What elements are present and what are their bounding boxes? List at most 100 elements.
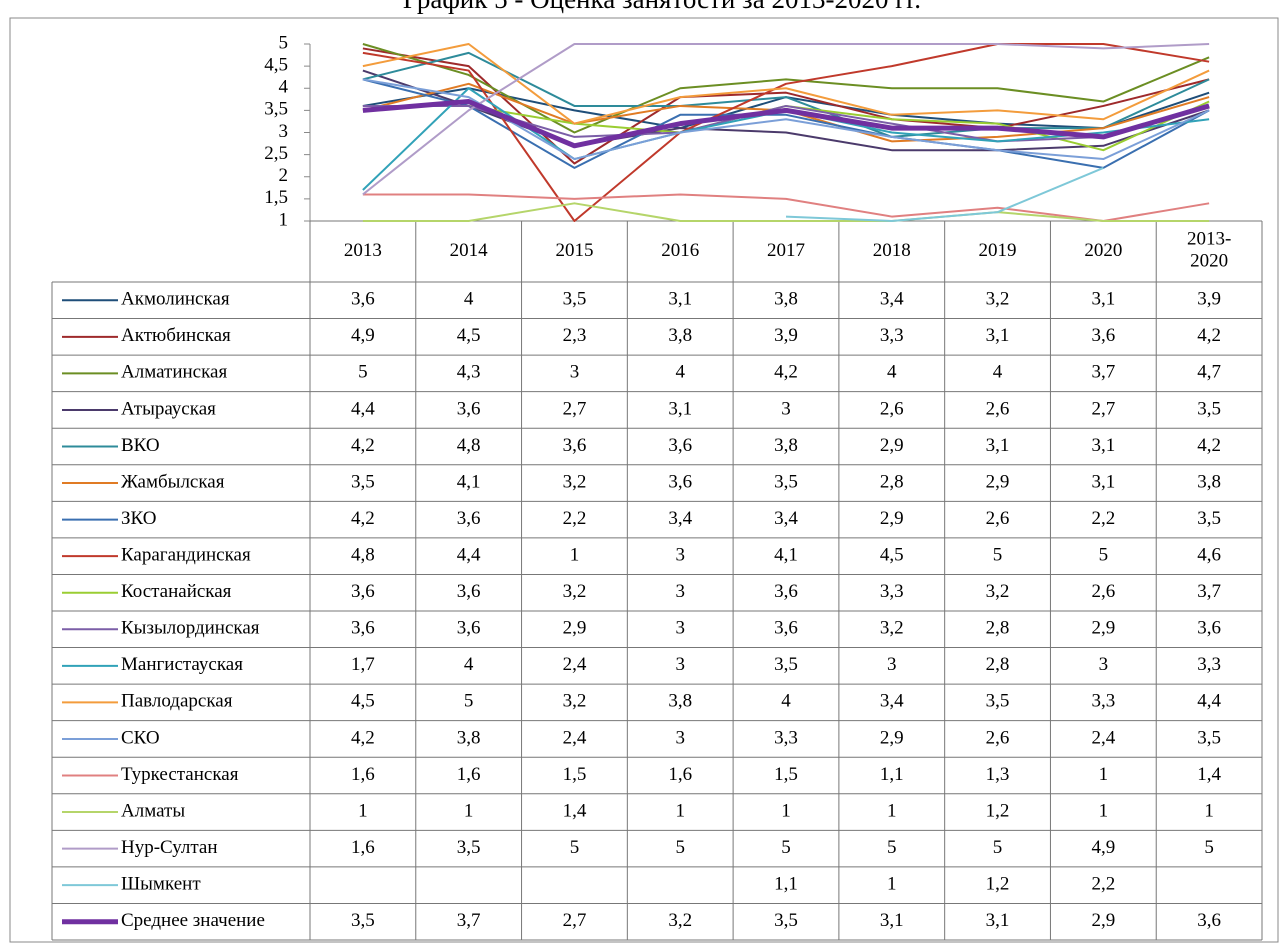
table-value: 3,5 xyxy=(351,471,375,492)
table-value: 1,2 xyxy=(986,800,1010,821)
table-value: 5 xyxy=(1099,545,1109,566)
table-value: 4,9 xyxy=(1091,837,1115,858)
table-value: 3,6 xyxy=(351,289,375,310)
table-value: 3,2 xyxy=(880,618,904,639)
y-tick-label: 1,5 xyxy=(264,187,288,208)
x-category: 2017 xyxy=(767,240,805,261)
legend-label: Шымкент xyxy=(121,874,201,895)
y-tick-label: 3 xyxy=(279,121,289,142)
table-value: 4,9 xyxy=(351,325,375,346)
table-value: 3,6 xyxy=(668,435,692,456)
table-value: 4,6 xyxy=(1197,545,1221,566)
table-value: 2,7 xyxy=(563,910,587,931)
table-value: 3,1 xyxy=(1091,471,1115,492)
table-value: 1 xyxy=(675,800,685,821)
table-value: 3,3 xyxy=(880,325,904,346)
legend-label: Костанайская xyxy=(121,581,232,602)
table-value: 1 xyxy=(1204,800,1214,821)
legend-label: Алматы xyxy=(121,800,185,821)
table-value: 3,3 xyxy=(1197,654,1221,675)
table-value: 3,2 xyxy=(563,471,587,492)
chart-title: График 5 - Оценка занятости за 2013-2020… xyxy=(403,0,921,14)
table-value: 1,4 xyxy=(1197,764,1221,785)
table-value: 3 xyxy=(887,654,897,675)
table-value: 4 xyxy=(887,362,897,383)
table-value: 1 xyxy=(570,545,580,566)
table-value: 2,2 xyxy=(563,508,587,529)
legend-label: Акмолинская xyxy=(121,289,230,310)
x-category: 2015 xyxy=(555,240,593,261)
table-value: 1,6 xyxy=(351,764,375,785)
table-value: 2,2 xyxy=(1091,874,1115,895)
legend-label: Павлодарская xyxy=(121,691,233,712)
table-value: 4,8 xyxy=(457,435,481,456)
table-value: 2,9 xyxy=(1091,618,1115,639)
x-category: 2020 xyxy=(1084,240,1122,261)
table-value: 3,5 xyxy=(563,289,587,310)
table-value: 1,6 xyxy=(457,764,481,785)
table-value: 5 xyxy=(570,837,580,858)
table-value: 3,8 xyxy=(457,727,481,748)
table-value: 1 xyxy=(358,800,368,821)
table-value: 5 xyxy=(1204,837,1214,858)
table-value: 3,1 xyxy=(986,325,1010,346)
series-line xyxy=(362,47,1210,165)
table-value: 4,2 xyxy=(1197,325,1221,346)
table-value: 1,5 xyxy=(563,764,587,785)
table-value: 3,2 xyxy=(563,581,587,602)
table-value: 5 xyxy=(675,837,685,858)
table-value: 3 xyxy=(675,727,685,748)
table-value: 3,2 xyxy=(986,289,1010,310)
table-value: 3,3 xyxy=(774,727,798,748)
table-value: 3,5 xyxy=(1197,508,1221,529)
table-value: 2,4 xyxy=(1091,727,1115,748)
table-value: 1 xyxy=(1099,764,1109,785)
table-value: 4,7 xyxy=(1197,362,1221,383)
table-value: 3,5 xyxy=(1197,727,1221,748)
legend-label: Нур-Султан xyxy=(121,837,218,858)
table-value: 4,2 xyxy=(351,435,375,456)
y-tick-label: 4,5 xyxy=(264,54,288,75)
series-line xyxy=(362,43,1210,134)
table-value: 5 xyxy=(887,837,897,858)
table-value: 3,6 xyxy=(457,508,481,529)
table-value: 2,3 xyxy=(563,325,587,346)
table-value: 4 xyxy=(993,362,1003,383)
table-value: 4,5 xyxy=(457,325,481,346)
table-value: 2,9 xyxy=(880,727,904,748)
table-value: 4,4 xyxy=(457,545,481,566)
series-line xyxy=(362,51,1210,138)
x-category: 2013-2020 xyxy=(1187,229,1231,272)
legend-label: Кызылординская xyxy=(121,618,260,639)
table-value: 3,6 xyxy=(1091,325,1115,346)
y-tick-label: 5 xyxy=(279,32,289,53)
table-value: 3,8 xyxy=(774,435,798,456)
y-tick-label: 3,5 xyxy=(264,99,288,120)
table-value: 3,2 xyxy=(986,581,1010,602)
table-value: 2,9 xyxy=(563,618,587,639)
table-value: 5 xyxy=(993,545,1003,566)
table-value: 2,6 xyxy=(986,727,1010,748)
y-tick-label: 4 xyxy=(279,77,289,98)
table-value: 4,3 xyxy=(457,362,481,383)
table-value: 2,7 xyxy=(563,398,587,419)
table-value: 3,4 xyxy=(880,691,904,712)
table-value: 3,2 xyxy=(668,910,692,931)
table-value: 4,5 xyxy=(880,545,904,566)
y-tick-label: 2,5 xyxy=(264,143,288,164)
table-value: 3,8 xyxy=(668,691,692,712)
legend-label: ВКО xyxy=(121,435,160,456)
table-value: 3,1 xyxy=(1091,435,1115,456)
table-value: 3,6 xyxy=(774,581,798,602)
table-value: 3,2 xyxy=(563,691,587,712)
table-value: 2,9 xyxy=(880,508,904,529)
table-value: 1 xyxy=(781,800,791,821)
table-value: 2,4 xyxy=(563,727,587,748)
table-value: 4,2 xyxy=(351,727,375,748)
table-value: 4,2 xyxy=(1197,435,1221,456)
table-value: 1,4 xyxy=(563,800,587,821)
table-value: 2,2 xyxy=(1091,508,1115,529)
table-value: 3,9 xyxy=(774,325,798,346)
table-value: 3,5 xyxy=(774,471,798,492)
